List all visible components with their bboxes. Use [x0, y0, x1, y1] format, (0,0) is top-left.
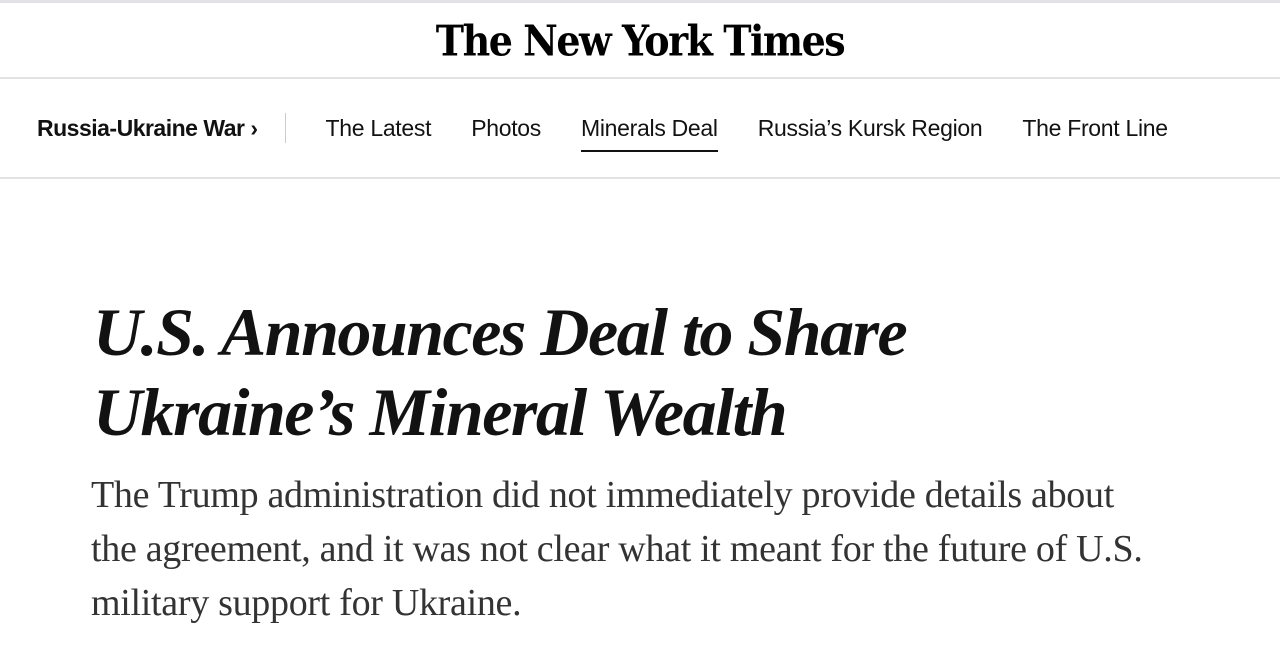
top-border [0, 0, 1280, 3]
headline: U.S. Announces Deal to Share Ukraine’s M… [93, 294, 908, 450]
nyt-logo[interactable]: The New York Times [435, 15, 846, 65]
section-link-russia-ukraine-war[interactable]: Russia-Ukraine War › [37, 113, 286, 143]
nav-item-the-latest[interactable]: The Latest [325, 115, 432, 141]
article-summary: The Trump administration did not immedia… [91, 474, 1143, 624]
nav-item-kursk-region[interactable]: Russia’s Kursk Region [757, 115, 983, 141]
masthead: The New York Times [0, 3, 1280, 79]
nav-item-photos[interactable]: Photos [471, 115, 541, 141]
section-nav: Russia-Ukraine War › The Latest Photos M… [0, 79, 1280, 179]
nav-item-minerals-deal[interactable]: Minerals Deal [581, 115, 718, 152]
nav-item-front-line[interactable]: The Front Line [1022, 115, 1168, 141]
